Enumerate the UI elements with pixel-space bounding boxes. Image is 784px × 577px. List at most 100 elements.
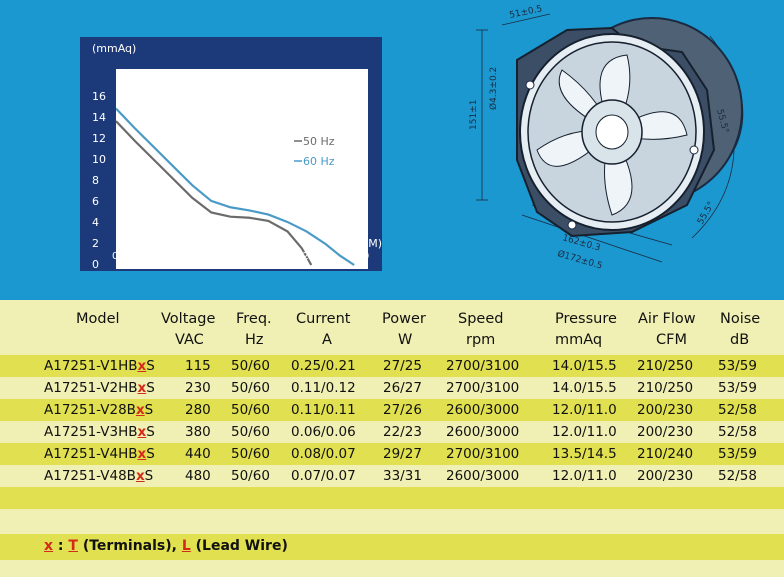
speed-cell: 2600/3000: [446, 402, 520, 418]
column-header: Air Flow: [638, 311, 696, 327]
y-tick-label: 2: [92, 237, 99, 250]
model-prefix: A17251-V1HB: [44, 358, 138, 374]
noise-cell: 52/58: [718, 424, 757, 440]
column-header: dB: [730, 332, 750, 348]
note-t: T: [68, 538, 78, 554]
fan-drawing-svg: 51±0.5 151±1 Ø4.3±0.2 55.5° 55.5° 162±0.…: [469, 4, 744, 272]
dim-depth: 51±0.5: [509, 4, 544, 21]
chart-svg: 50 Hz 60 Hz: [115, 107, 355, 266]
pressure-cell: 13.5/14.5: [552, 446, 617, 462]
blank-row: [0, 487, 784, 509]
model-prefix: A17251-V4HB: [44, 446, 138, 462]
table-header: Model Voltage VAC Freq. Hz Current A Power W Spee…: [0, 300, 784, 355]
table-row: A17251-V1HBxS 115 50/60 0.25/0.21 27/25 2700/…: [0, 355, 784, 377]
model-suffix: S: [144, 402, 154, 418]
noise-cell: 53/59: [718, 380, 757, 396]
column-header: Power: [382, 311, 426, 327]
speed-cell: 2700/3100: [446, 380, 520, 396]
speed-cell: 2600/3000: [446, 468, 520, 484]
series-line-60hz: [115, 107, 355, 266]
freq-cell: 50/60: [231, 358, 270, 374]
noise-cell: 52/58: [718, 402, 757, 418]
x-tick-label: 100: [207, 251, 227, 262]
freq-cell: 50/60: [231, 380, 270, 396]
note-colon: :: [53, 538, 69, 554]
model-cell: A17251-V3HBxS: [44, 424, 155, 440]
column-header: Pressure: [555, 311, 617, 327]
noise-cell: 53/59: [718, 446, 757, 462]
blank-row: [0, 509, 784, 534]
voltage-cell: 440: [185, 446, 211, 462]
model-prefix: A17251-V2HB: [44, 380, 138, 396]
table-row: A17251-V48BxS 480 50/60 0.07/0.07 33/31 2600/…: [0, 465, 784, 487]
column-header: Hz: [245, 332, 264, 348]
y-tick-label: 8: [92, 174, 99, 187]
chart-plot-area: 50 Hz 60 Hz: [115, 69, 368, 269]
x-tick-label: 200: [302, 251, 322, 262]
column-header: mmAq: [555, 332, 603, 348]
airflow-cell: 200/230: [637, 402, 694, 418]
voltage-cell: 115: [185, 358, 211, 374]
current-cell: 0.08/0.07: [291, 446, 356, 462]
power-cell: 33/31: [383, 468, 422, 484]
pressure-cell: 12.0/11.0: [552, 424, 617, 440]
note-x: x: [44, 538, 54, 554]
power-cell: 27/26: [383, 402, 422, 418]
pressure-cell: 12.0/11.0: [552, 468, 617, 484]
speed-cell: 2700/3100: [446, 446, 520, 462]
model-cell: A17251-V2HBxS: [44, 380, 155, 396]
power-cell: 29/27: [383, 446, 422, 462]
freq-cell: 50/60: [231, 402, 270, 418]
model-prefix: A17251-V48B: [44, 468, 136, 484]
dim-angle-bottom: 55.5°: [696, 200, 717, 226]
current-cell: 0.07/0.07: [291, 468, 356, 484]
current-cell: 0.06/0.06: [291, 424, 356, 440]
y-tick-label: 14: [92, 111, 106, 124]
table-row: A17251-V3HBxS 380 50/60 0.06/0.06 22/23 2600/…: [0, 421, 784, 443]
model-variant: x: [137, 446, 147, 462]
x-tick-label: 150: [254, 251, 274, 262]
column-header: A: [322, 332, 332, 348]
freq-cell: 50/60: [231, 446, 270, 462]
column-header: Speed: [458, 311, 504, 327]
y-tick-label: 6: [92, 195, 99, 208]
pressure-cell: 14.0/15.5: [552, 380, 617, 396]
column-header: W: [398, 332, 413, 348]
power-cell: 26/27: [383, 380, 422, 396]
voltage-cell: 280: [185, 402, 211, 418]
pressure-cell: 12.0/11.0: [552, 402, 617, 418]
column-header: Voltage: [161, 311, 216, 327]
spec-table: Model Voltage VAC Freq. Hz Current A Power W Spee…: [0, 300, 784, 577]
airflow-cell: 210/250: [637, 358, 694, 374]
power-cell: 22/23: [383, 424, 422, 440]
x-tick-label: 250: [350, 251, 370, 262]
airflow-cell: 200/230: [637, 468, 694, 484]
table-row: A17251-V2HBxS 230 50/60 0.11/0.12 26/27 2700/…: [0, 377, 784, 399]
model-cell: A17251-V4HBxS: [44, 446, 155, 462]
y-tick-label: 0: [92, 258, 99, 271]
dim-hole: Ø4.3±0.2: [488, 67, 499, 110]
model-cell: A17251-V48BxS: [44, 468, 153, 484]
noise-cell: 52/58: [718, 468, 757, 484]
y-axis-label: (mmAq): [92, 42, 137, 55]
voltage-cell: 480: [185, 468, 211, 484]
speed-cell: 2700/3100: [446, 358, 520, 374]
table-row: A17251-V28BxS 280 50/60 0.11/0.11 27/26 2600/…: [0, 399, 784, 421]
blank-row: [0, 560, 784, 577]
column-header: Model: [76, 311, 120, 327]
current-cell: 0.11/0.11: [291, 402, 356, 418]
column-header: Current: [296, 311, 351, 327]
voltage-cell: 380: [185, 424, 211, 440]
model-variant: x: [137, 358, 147, 374]
speed-cell: 2600/3000: [446, 424, 520, 440]
model-variant: x: [135, 468, 145, 484]
current-cell: 0.11/0.12: [291, 380, 356, 396]
model-note: x : T (Terminals), L (Lead Wire): [44, 538, 288, 554]
model-cell: A17251-V28BxS: [44, 402, 153, 418]
note-row: x : T (Terminals), L (Lead Wire): [0, 534, 784, 560]
fan-drawing: 51±0.5 151±1 Ø4.3±0.2 55.5° 55.5° 162±0.…: [462, 0, 784, 300]
column-header: CFM: [656, 332, 687, 348]
noise-cell: 53/59: [718, 358, 757, 374]
table-row: A17251-V4HBxS 440 50/60 0.08/0.07 29/27 2700/…: [0, 443, 784, 465]
